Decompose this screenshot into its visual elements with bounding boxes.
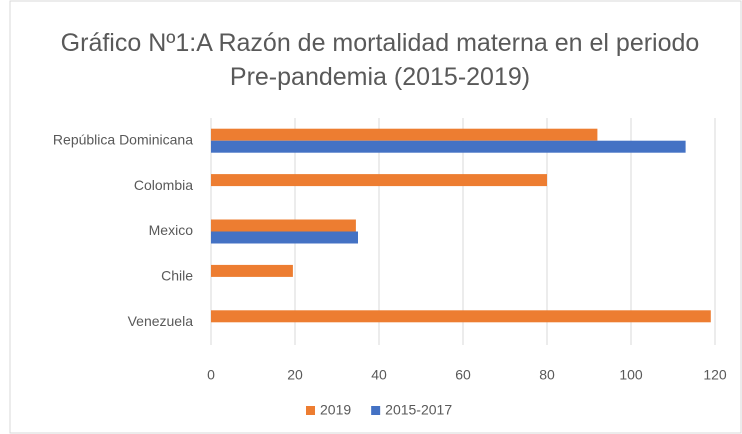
- bar: [211, 219, 356, 232]
- y-tick-label: Venezuela: [128, 313, 194, 329]
- x-tick-label: 60: [455, 367, 471, 383]
- legend-label: 2015-2017: [385, 402, 452, 418]
- bar: [211, 231, 358, 244]
- legend-swatch: [306, 406, 315, 415]
- y-tick-label: República Dominicana: [53, 131, 193, 147]
- legend-label: 2019: [320, 402, 351, 418]
- bar: [211, 264, 293, 277]
- chart-title: Gráfico Nº1:A Razón de mortalidad matern…: [60, 29, 700, 91]
- x-tick-label: 80: [539, 367, 555, 383]
- x-tick-label: 40: [371, 367, 387, 383]
- legend-swatch: [371, 406, 381, 415]
- x-tick-label: 100: [619, 367, 643, 383]
- x-tick-label: 0: [207, 367, 215, 383]
- chart-border: [9, 0, 742, 434]
- bar: [211, 174, 547, 187]
- bar: [211, 310, 711, 323]
- x-tick-label: 20: [287, 367, 303, 383]
- bar: [211, 140, 686, 153]
- y-tick-label: Colombia: [134, 177, 193, 193]
- y-tick-label: Mexico: [149, 222, 194, 238]
- bar: [211, 128, 598, 141]
- y-tick-label: Chile: [161, 268, 193, 284]
- x-tick-label: 120: [703, 367, 727, 383]
